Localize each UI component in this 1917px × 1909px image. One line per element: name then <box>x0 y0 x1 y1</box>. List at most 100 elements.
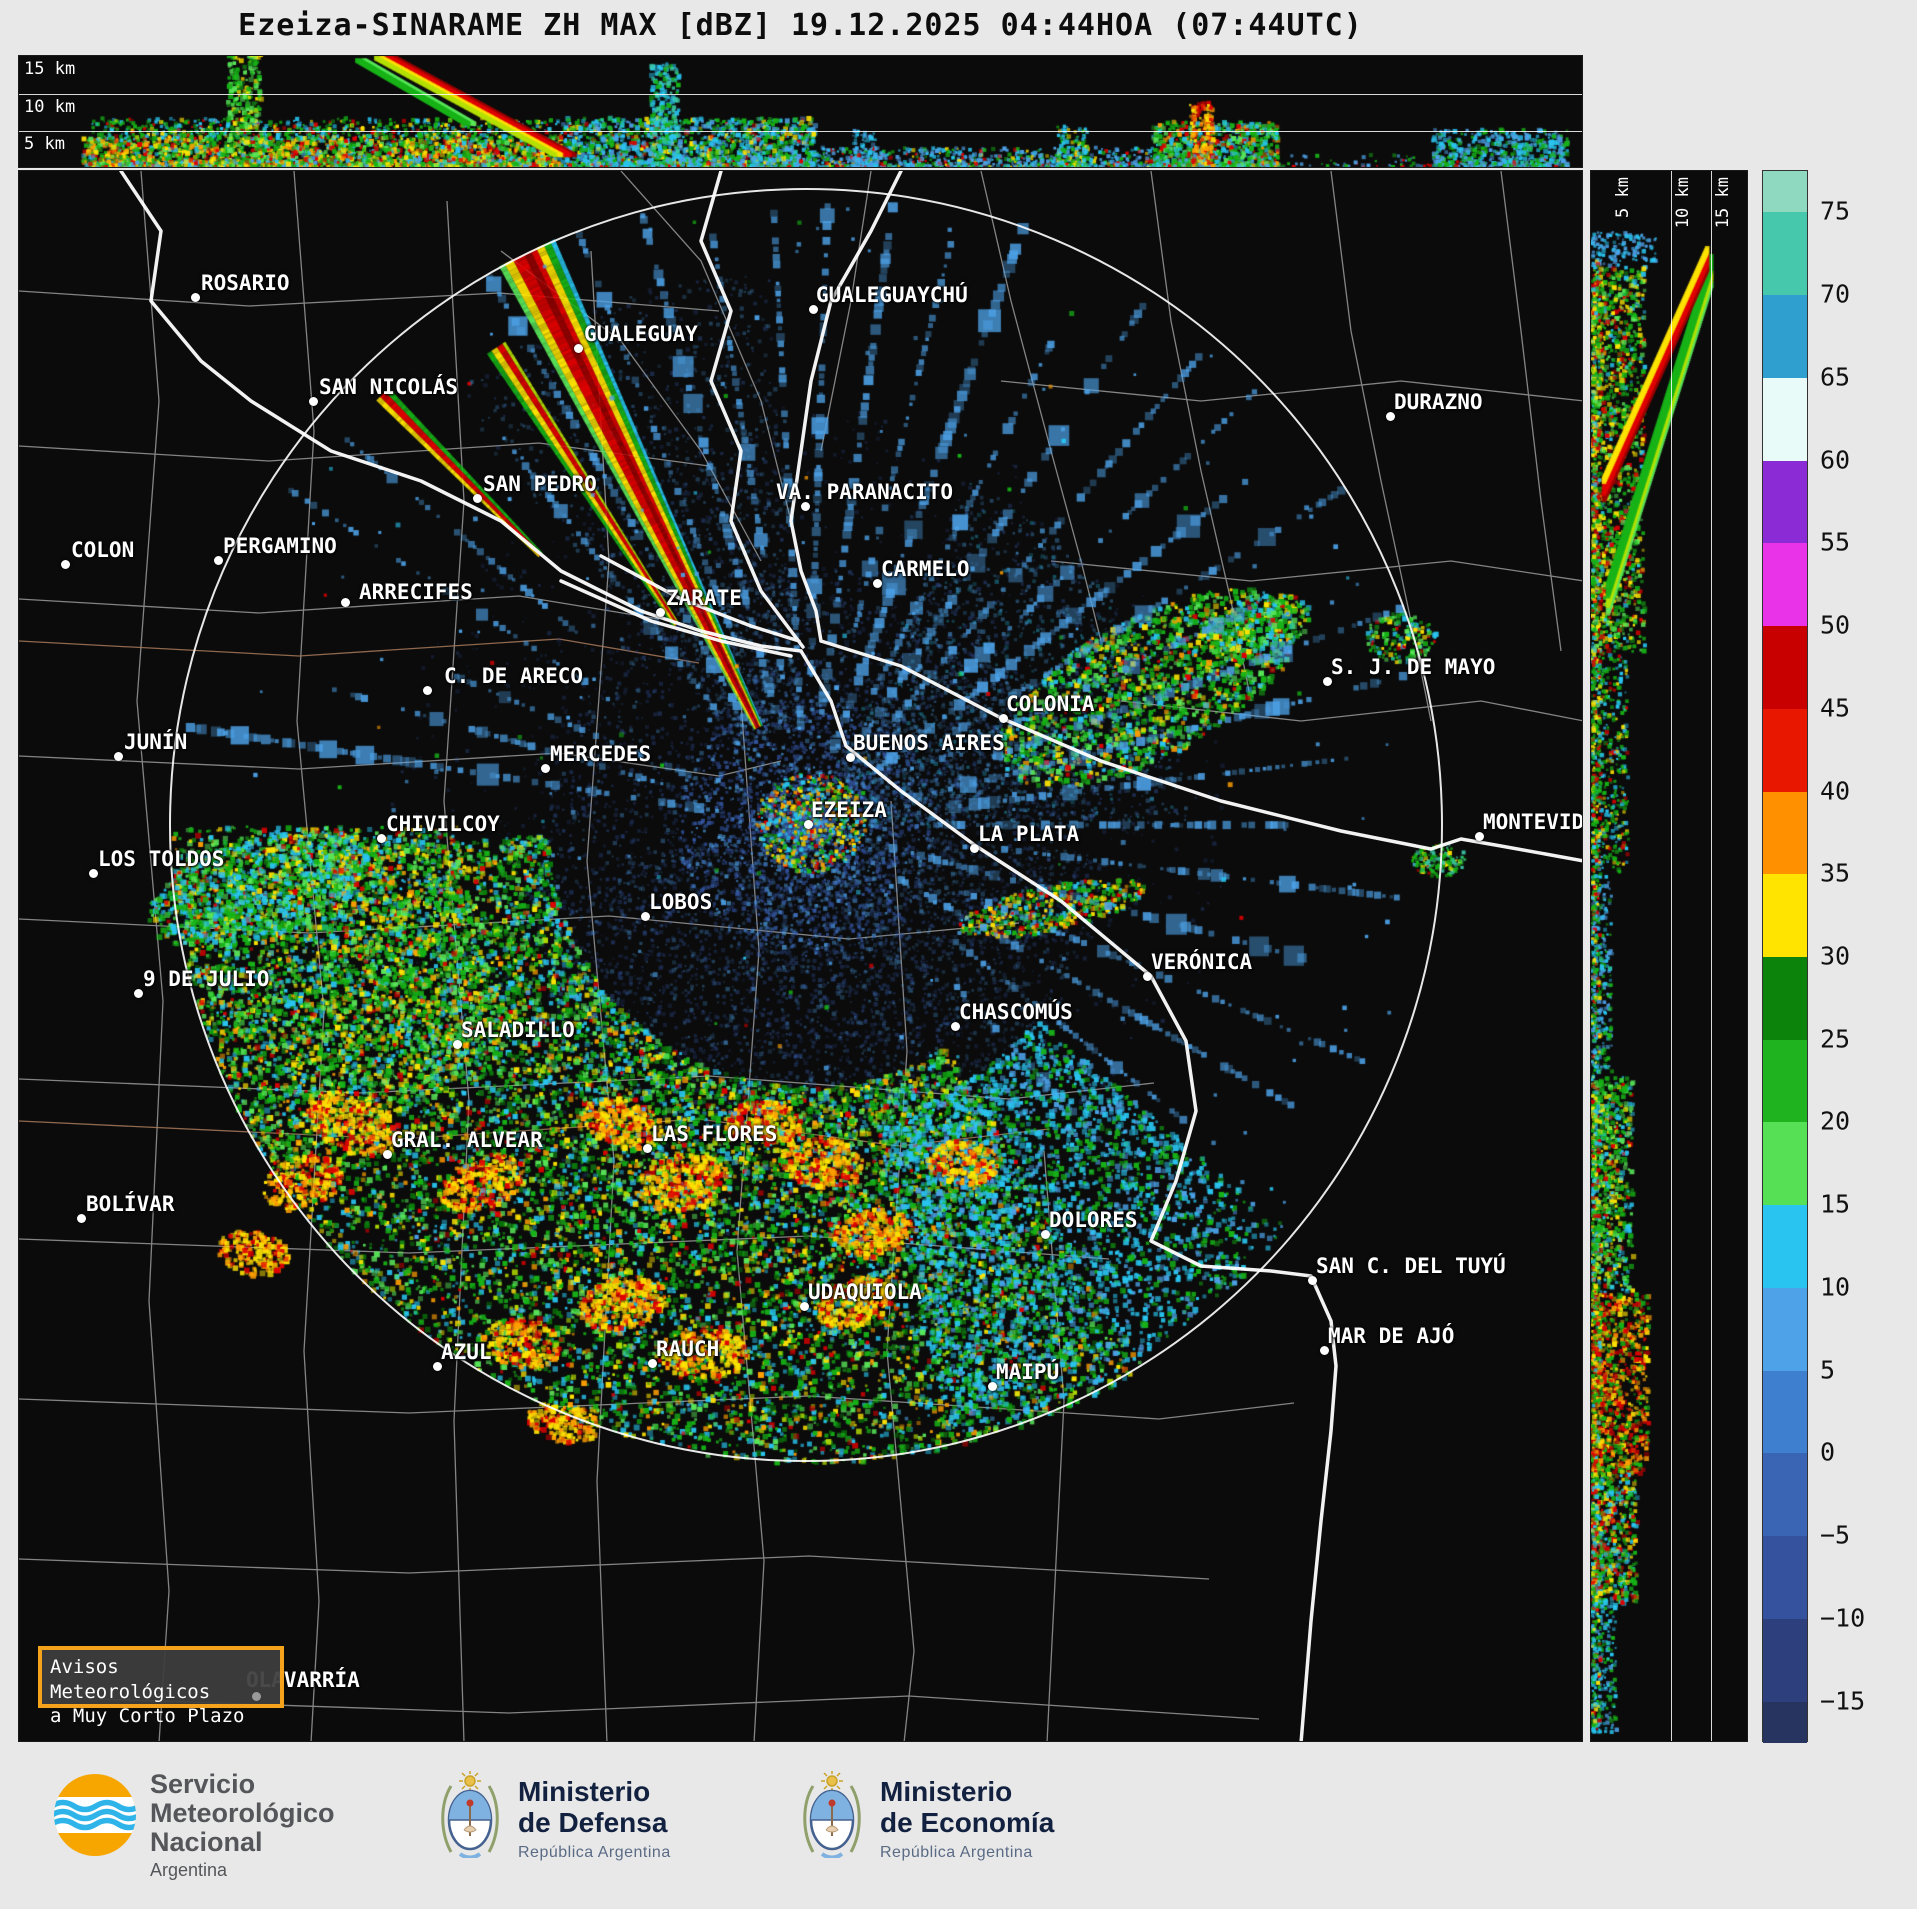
colorbar-segment <box>1763 957 1807 1041</box>
colorbar-tick-label: −5 <box>1820 1520 1851 1550</box>
warning-box[interactable]: Avisos Meteorológicos a Muy Corto Plazo <box>38 1646 284 1727</box>
city-label: C. DE ARECO <box>444 664 584 688</box>
city-label: EZEIZA <box>811 798 887 822</box>
colorbar-segment <box>1763 1618 1807 1703</box>
right-cross-section-panel: 5 km 10 km 15 km <box>1590 170 1748 1742</box>
city-dot <box>800 1302 809 1311</box>
city-label: MERCEDES <box>550 742 652 766</box>
colorbar-segment <box>1763 626 1807 710</box>
colorbar-tick-label: 70 <box>1820 279 1851 309</box>
city-dot <box>846 753 855 762</box>
city-label: DURAZNO <box>1394 390 1483 414</box>
colorbar-tick-label: 40 <box>1820 776 1851 806</box>
city-dot <box>1308 1276 1317 1285</box>
city-label: GUALEGUAYCHÚ <box>816 283 968 307</box>
city-label: VERÓNICA <box>1151 950 1253 974</box>
altitude-gridline-10km <box>19 94 1582 95</box>
city-dot <box>77 1214 86 1223</box>
colorbar-tick-label: 75 <box>1820 196 1851 226</box>
city-dot <box>541 764 550 773</box>
city-dot <box>377 834 386 843</box>
range-circle <box>169 188 1443 1462</box>
top-cross-section-canvas <box>19 56 1582 167</box>
city-dot <box>114 752 123 761</box>
city-label: LAS FLORES <box>651 1122 778 1146</box>
colorbar-tick-label: 15 <box>1820 1189 1851 1219</box>
city-dot <box>970 844 979 853</box>
colorbar-segment <box>1763 460 1807 544</box>
parana-river <box>119 171 803 653</box>
radar-map-panel: ROSARIO GUALEGUAYCHÚ GUALEGUAY SAN NICOLÁS D… <box>18 170 1583 1742</box>
defensa-line2: de Defensa <box>518 1807 668 1838</box>
uruguay-river <box>789 171 903 643</box>
rivers-and-coastline <box>119 171 1582 1741</box>
colorbar-tick-label: 25 <box>1820 1024 1851 1054</box>
city-label: MAIPÚ <box>996 1360 1060 1384</box>
altitude-label-10km: 10 km <box>24 97 76 117</box>
colorbar-segment <box>1763 791 1807 875</box>
city-dot <box>656 608 665 617</box>
colorbar-tick-label: −10 <box>1820 1603 1866 1633</box>
city-dot <box>423 686 432 695</box>
smn-wordmark: Servicio Meteorológico Nacional Argentin… <box>150 1770 335 1881</box>
ministry-economia-wordmark: Ministerio de Economía República Argenti… <box>880 1776 1054 1862</box>
colorbar-tick-label: 45 <box>1820 693 1851 723</box>
colorbar-tick-label: −15 <box>1820 1686 1866 1716</box>
city-label: AZUL <box>441 1340 492 1364</box>
smn-line3: Nacional <box>150 1827 263 1857</box>
city-dot <box>804 820 813 829</box>
colorbar-segment <box>1763 1287 1807 1372</box>
city-dot <box>134 989 143 998</box>
smn-logo-icon <box>54 1774 136 1856</box>
city-label: UDAQUIOLA <box>808 1280 922 1304</box>
city-dot <box>309 397 318 406</box>
city-dot <box>383 1150 392 1159</box>
city-label: 9 DE JULIO <box>143 967 270 991</box>
uruguayan-coast <box>819 639 1582 863</box>
colorbar-tick-label: 30 <box>1820 941 1851 971</box>
coat-of-arms-icon <box>438 1770 502 1862</box>
city-label: COLON <box>71 538 135 562</box>
city-label: CHASCOMÚS <box>959 1000 1073 1024</box>
city-dot <box>1320 1346 1329 1355</box>
gualeguay-river <box>699 171 805 649</box>
economia-sub: República Argentina <box>880 1844 1033 1861</box>
city-dot <box>643 1144 652 1153</box>
smn-line2: Meteorológico <box>150 1798 335 1828</box>
city-dot <box>641 912 650 921</box>
colorbar-tick-label: 55 <box>1820 527 1851 557</box>
altitude-label-5km-v: 5 km <box>1613 177 1633 218</box>
argentine-coast <box>799 649 1338 1741</box>
city-label: ARRECIFES <box>359 580 473 604</box>
city-dot <box>648 1359 657 1368</box>
city-label: VA. PARANACITO <box>776 480 954 504</box>
city-dot <box>214 556 223 565</box>
delta-channel <box>599 554 801 643</box>
right-cross-section-canvas <box>1591 171 1747 1741</box>
colorbar-segment <box>1763 212 1807 296</box>
city-label: ZARATE <box>666 586 742 610</box>
smn-line4: Argentina <box>150 1860 228 1880</box>
colorbar-tick-label: 0 <box>1820 1437 1836 1467</box>
colorbar-tick-label: 65 <box>1820 362 1851 392</box>
colorbar-segment <box>1763 171 1807 213</box>
city-dot <box>873 579 882 588</box>
city-label: MONTEVIDEO <box>1483 810 1583 834</box>
city-dot <box>809 305 818 314</box>
defensa-sub: República Argentina <box>518 1844 671 1861</box>
colorbar-segment <box>1763 1536 1807 1620</box>
city-dot <box>1386 412 1395 421</box>
city-dot <box>433 1362 442 1371</box>
colorbar-segment <box>1763 543 1807 627</box>
city-label: SALADILLO <box>461 1018 575 1042</box>
city-dot <box>1041 1230 1050 1239</box>
city-dot <box>341 598 350 607</box>
city-label: BUENOS AIRES <box>853 731 1005 755</box>
colorbar-segment <box>1763 1122 1807 1206</box>
colorbar-tick-label: 60 <box>1820 445 1851 475</box>
altitude-label-15km-v: 15 km <box>1713 177 1733 229</box>
city-label: PERGAMINO <box>223 534 337 558</box>
city-dot <box>1475 832 1484 841</box>
top-cross-section-panel: 15 km 10 km 5 km <box>18 55 1583 168</box>
economia-line2: de Economía <box>880 1807 1055 1838</box>
